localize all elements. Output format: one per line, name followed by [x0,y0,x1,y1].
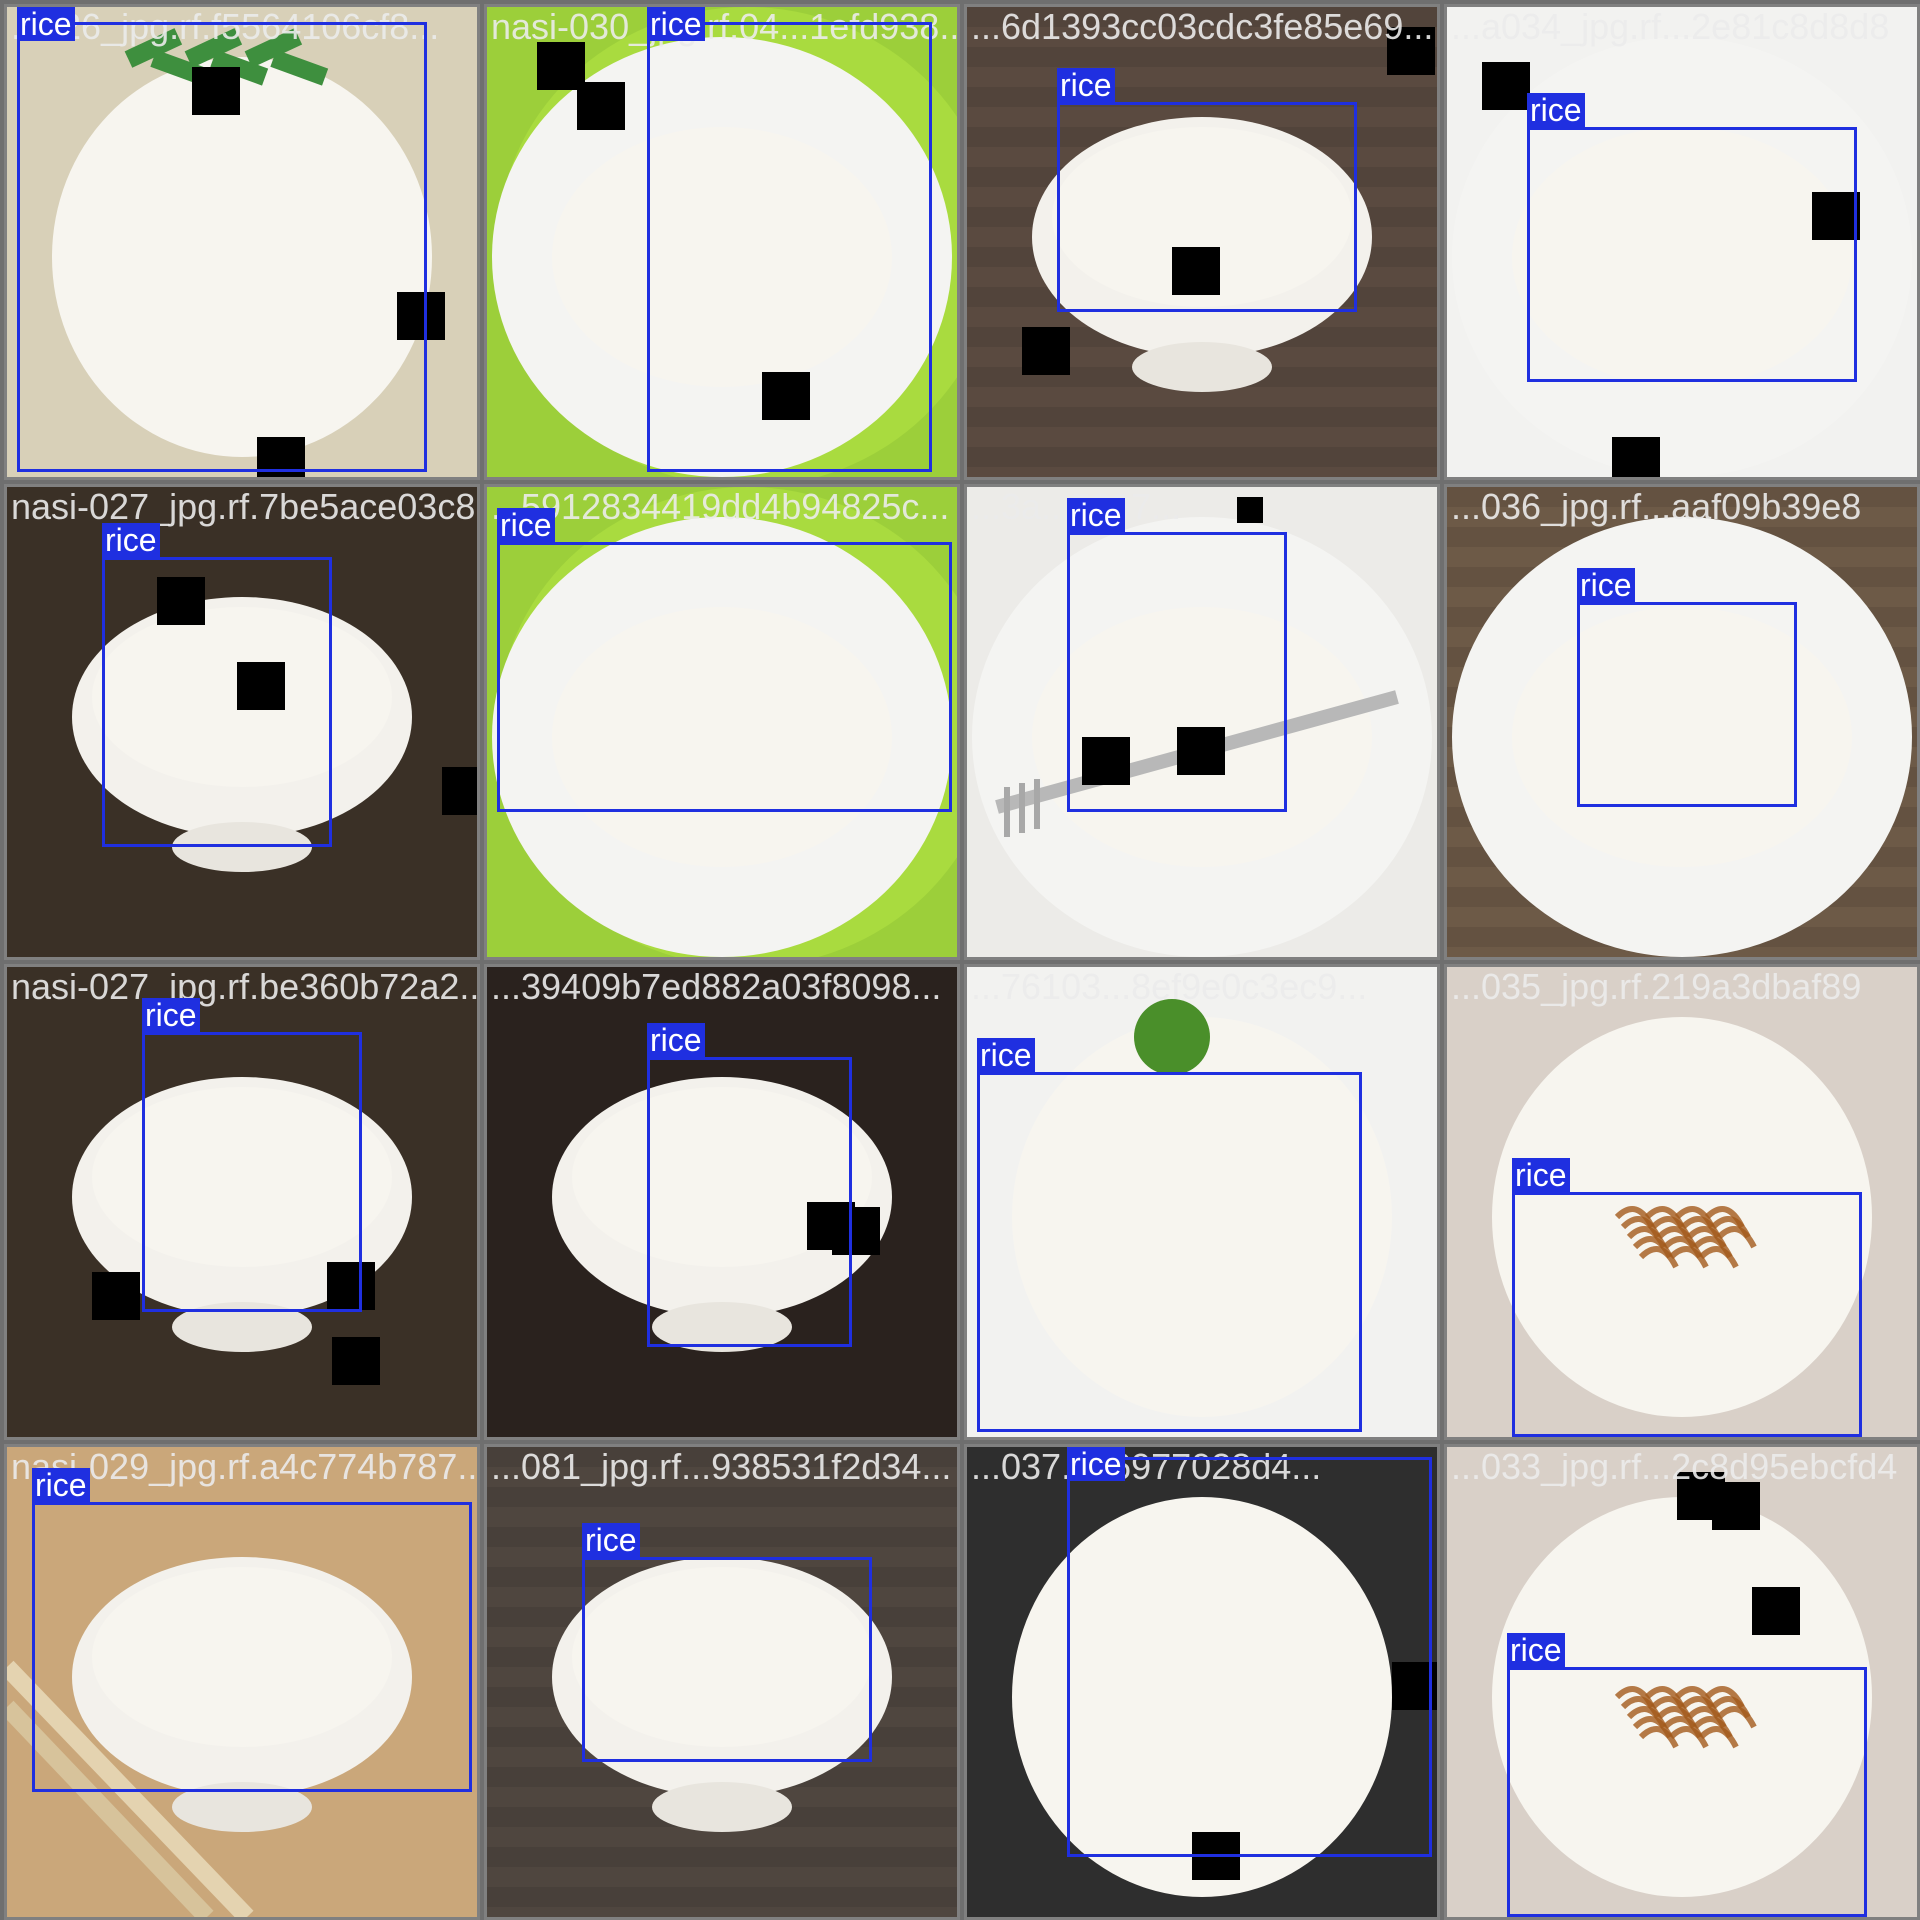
food-photo [1447,487,1917,957]
image-tile: ...76103...8ef9e0c3ec9... rice [964,964,1440,1440]
food-photo [967,1447,1437,1917]
bounding-box [17,22,427,472]
redaction-mask [1612,437,1660,477]
image-tile: ...033_jpg.rf...2c8d95ebcfd4 rice [1444,1444,1920,1920]
food-photo [7,7,477,477]
image-tile: nasi-029_jpg.rf.a4c774b787... rice [4,1444,480,1920]
bounding-box [1507,1667,1867,1917]
redaction-mask [1177,727,1225,775]
bounding-box [1512,1192,1862,1437]
bounding-box-label: rice [1512,1158,1570,1192]
bounding-box-label: rice [17,7,75,41]
redaction-mask [1387,27,1435,75]
bounding-box-label: rice [1067,1447,1125,1481]
food-photo [7,487,477,957]
image-tile: ...035_jpg.rf.219a3dbaf89 rice [1444,964,1920,1440]
bounding-box [102,557,332,847]
redaction-mask [1482,62,1530,110]
redaction-mask [327,1262,375,1310]
bounding-box-label: rice [102,523,160,557]
redaction-mask [157,577,205,625]
bounding-box-label: rice [1067,498,1125,532]
redaction-mask [1172,247,1220,295]
image-tile: nasi-027_jpg.rf.7be5ace03c8... rice [4,484,480,960]
food-photo [967,967,1437,1437]
bounding-box-label: rice [977,1038,1035,1072]
bounding-box [977,1072,1362,1432]
food-photo [487,1447,957,1917]
redaction-mask [332,1337,380,1385]
bounding-box-label: rice [1527,93,1585,127]
bounding-box [1577,602,1797,807]
redaction-mask [1022,327,1070,375]
redaction-mask [397,292,445,340]
image-tile: nasi-027_jpg.rf.be360b72a2... rice [4,964,480,1440]
food-photo [967,7,1437,477]
bounding-box [647,1057,852,1347]
redaction-mask [442,767,477,815]
image-tile: ...081_jpg.rf...938531f2d34... rice [484,1444,960,1920]
image-tile: ...036_jpg.rf...aaf09b39e8 rice [1444,484,1920,960]
redaction-mask [192,67,240,115]
bounding-box [497,542,952,812]
food-photo [7,967,477,1437]
image-tile: ...6d1393cc03cdc3fe85e69... rice [964,4,1440,480]
image-tile: ...3a...5897...rice [964,484,1440,960]
bounding-box-label: rice [647,7,705,41]
bounding-box [32,1502,472,1792]
redaction-mask [1812,192,1860,240]
redaction-mask [762,372,810,420]
image-tile: ...a034_jpg.rf...2e81c8d8d8 rice [1444,4,1920,480]
redaction-mask [577,82,625,130]
bounding-box-label: rice [497,508,555,542]
bounding-box-label: rice [32,1468,90,1502]
bounding-box [1067,1457,1432,1857]
image-tile: ...5912834419dd4b94825c... rice [484,484,960,960]
food-photo [7,1447,477,1917]
bounding-box-label: rice [1057,68,1115,102]
image-tile: ...39409b7ed882a03f8098... rice [484,964,960,1440]
bounding-box [1067,532,1287,812]
bounding-box-label: rice [647,1023,705,1057]
image-tile: ...037...96977028d4... rice [964,1444,1440,1920]
bounding-box [647,22,932,472]
redaction-mask [1082,737,1130,785]
redaction-mask [92,1272,140,1320]
bounding-box [1057,102,1357,312]
redaction-mask [1712,1482,1760,1530]
bounding-box-label: rice [1577,568,1635,602]
redaction-mask [1752,1587,1800,1635]
food-photo [1447,967,1917,1437]
bounding-box-label: rice [142,998,200,1032]
food-photo [487,487,957,957]
image-tile: ...026_jpg.rf.f5564106cf8... rice [4,4,480,480]
image-tile: nasi-030_jpg.rf.04...1efd938... rice [484,4,960,480]
bounding-box-label: rice [582,1523,640,1557]
redaction-mask [1237,497,1263,523]
bounding-box-label: rice [1507,1633,1565,1667]
redaction-mask [832,1207,880,1255]
bounding-box [582,1557,872,1762]
redaction-mask [237,662,285,710]
bounding-box [142,1032,362,1312]
bounding-box [1527,127,1857,382]
